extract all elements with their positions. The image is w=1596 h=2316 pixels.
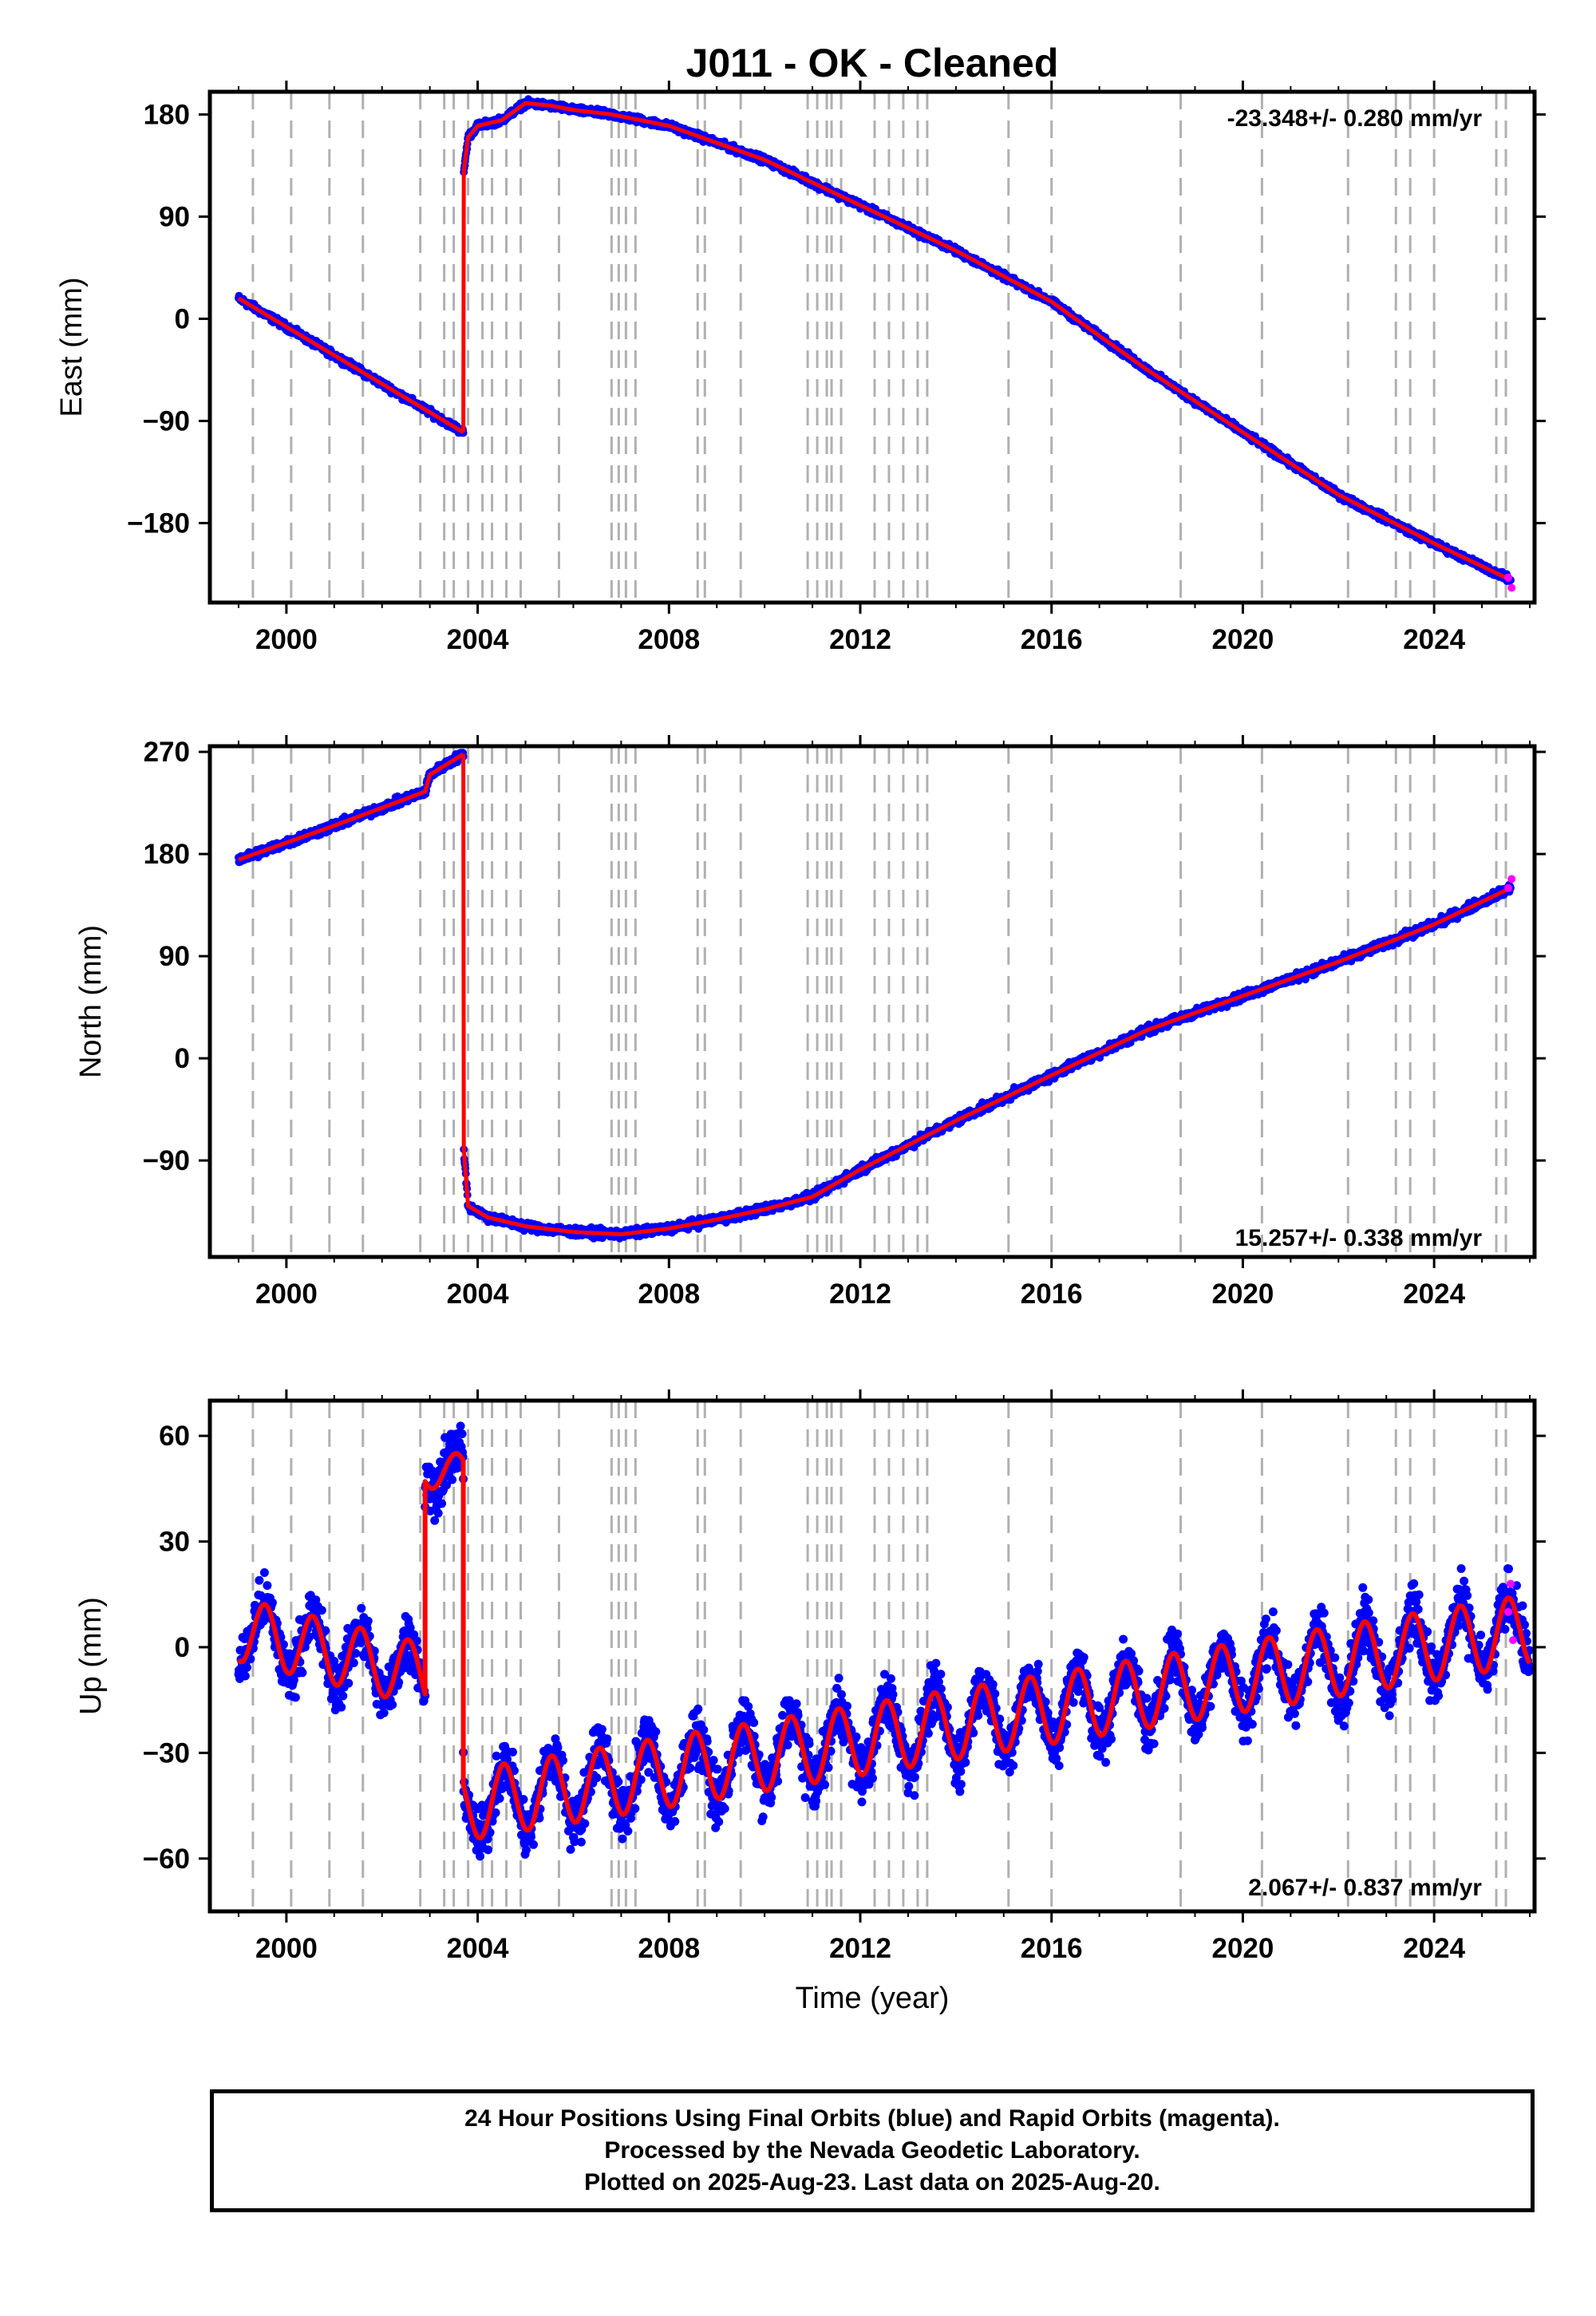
- y-tick-label: 90: [159, 941, 190, 972]
- y-tick-label: −90: [143, 405, 190, 437]
- x-tick-label: 2020: [1212, 1933, 1274, 1964]
- y-tick-label: −180: [127, 508, 190, 539]
- y-tick-label: 0: [175, 303, 190, 334]
- footer-line-3: Plotted on 2025-Aug-23. Last data on 202…: [584, 2169, 1160, 2195]
- plot-frame: [207, 89, 1537, 605]
- x-tick-label: 2000: [255, 1279, 318, 1310]
- rapid-orbit-point: [1504, 573, 1513, 582]
- panels: 2000 2004 2008 2012 2016 2020 2024 180 90 0 −90 −18…: [55, 81, 1546, 1964]
- rate-annotation: 15.257+/- 0.338 mm/yr: [1235, 1225, 1483, 1251]
- y-tick-label: 0: [175, 1043, 190, 1074]
- y-tick-label: 30: [159, 1527, 190, 1558]
- y-tick-label: 60: [159, 1421, 190, 1452]
- x-tick-label: 2008: [638, 624, 700, 655]
- y-tick-label: −60: [143, 1844, 190, 1875]
- data-points: [235, 749, 1515, 1243]
- x-tick-label: 2000: [255, 1933, 318, 1964]
- event-lines: [251, 746, 1507, 1257]
- panel-east: 2000 2004 2008 2012 2016 2020 2024 180 90 0 −90 −18…: [55, 81, 1546, 655]
- rapid-orbit-point: [1507, 1579, 1515, 1588]
- y-tick-label: −30: [143, 1737, 190, 1769]
- rapid-orbit-point: [1504, 1607, 1513, 1616]
- plot-frame: [207, 744, 1537, 1259]
- data-point-cloud: [234, 1568, 430, 1720]
- footer-line-1: 24 Hour Positions Using Final Orbits (bl…: [464, 2105, 1280, 2132]
- figure-title: J011 - OK - Cleaned: [686, 41, 1059, 85]
- fit-line: [238, 752, 464, 862]
- y-tick-label: 0: [175, 1632, 190, 1663]
- rapid-orbit-point: [1504, 883, 1513, 892]
- y-tick-label: 180: [144, 99, 190, 130]
- y-tick-label: 90: [159, 201, 190, 232]
- fit-line: [461, 886, 1512, 1237]
- panel-up: 2000 2004 2008 2012 2016 2020 2024 60 30 0 −30 −60 U…: [74, 1389, 1546, 1964]
- rapid-orbit-point: [1509, 1636, 1518, 1645]
- rate-annotation: 2.067+/- 0.837 mm/yr: [1248, 1875, 1482, 1901]
- footer-line-2: Processed by the Nevada Geodetic Laborat…: [604, 2137, 1140, 2164]
- x-tick-label: 2004: [447, 1279, 509, 1310]
- rate-annotation: -23.348+/- 0.280 mm/yr: [1227, 105, 1483, 132]
- event-lines: [251, 92, 1507, 603]
- y-tick-label: −90: [143, 1145, 190, 1176]
- x-tick-label: 2020: [1212, 624, 1274, 655]
- fit-lines: [236, 1451, 1532, 1841]
- panel-north: 2000 2004 2008 2012 2016 2020 2024 270 180 90 0 −90…: [74, 735, 1546, 1310]
- x-tick-label: 2024: [1403, 1279, 1465, 1310]
- x-tick-label: 2004: [447, 624, 509, 655]
- rapid-orbit-point: [1507, 583, 1516, 592]
- x-tick-label: 2008: [638, 1933, 700, 1964]
- footer-box: 24 Hour Positions Using Final Orbits (bl…: [210, 2089, 1535, 2212]
- x-axis-label: Time (year): [796, 1982, 950, 2015]
- data-point-cloud: [460, 880, 1515, 1243]
- x-tick-label: 2012: [829, 624, 891, 655]
- x-tick-label: 2016: [1021, 1279, 1083, 1310]
- fit-line: [461, 101, 1512, 582]
- y-axis-label: Up (mm): [74, 1597, 108, 1715]
- x-tick-label: 2016: [1021, 1933, 1083, 1964]
- y-tick-label: 180: [144, 839, 190, 870]
- fit-line: [237, 296, 464, 434]
- fit-line: [236, 1451, 1532, 1841]
- data-point-cloud: [460, 95, 1515, 586]
- x-tick-label: 2008: [638, 1279, 700, 1310]
- x-tick-label: 2024: [1403, 624, 1465, 655]
- rapid-orbit-point: [1507, 875, 1516, 883]
- x-tick-label: 2020: [1212, 1279, 1274, 1310]
- plot-frame: [207, 1398, 1537, 1914]
- y-axis-label: East (mm): [55, 277, 89, 417]
- x-tick-label: 2000: [255, 624, 318, 655]
- x-tick-label: 2004: [447, 1933, 509, 1964]
- x-tick-label: 2024: [1403, 1933, 1465, 1964]
- x-tick-label: 2012: [829, 1933, 891, 1964]
- y-tick-label: 270: [144, 737, 190, 768]
- y-axis-label: North (mm): [74, 925, 108, 1078]
- fit-lines: [237, 101, 1512, 582]
- x-tick-label: 2016: [1021, 624, 1083, 655]
- x-tick-label: 2012: [829, 1279, 891, 1310]
- fit-lines: [238, 752, 1512, 1237]
